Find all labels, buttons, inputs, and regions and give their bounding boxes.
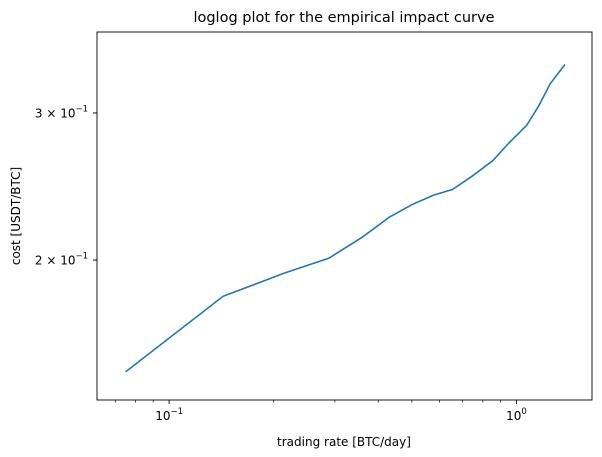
x-axis-ticks: 10−1 100 — [114, 400, 527, 423]
x-tick-label: 10−1 — [155, 407, 183, 423]
y-axis-ticks: 2 × 10−1 3 × 10−1 — [35, 104, 97, 268]
plot-area-frame — [96, 31, 593, 401]
x-tick-label: 100 — [506, 407, 527, 423]
y-tick-label: 2 × 10−1 — [35, 252, 88, 268]
impact-curve-line — [125, 63, 566, 373]
x-axis-label: trading rate [BTC/day] — [277, 435, 411, 449]
chart-title: loglog plot for the empirical impact cur… — [193, 10, 494, 26]
y-axis-label: cost [USDT/BTC] — [9, 167, 23, 265]
y-tick-label: 3 × 10−1 — [35, 104, 88, 120]
